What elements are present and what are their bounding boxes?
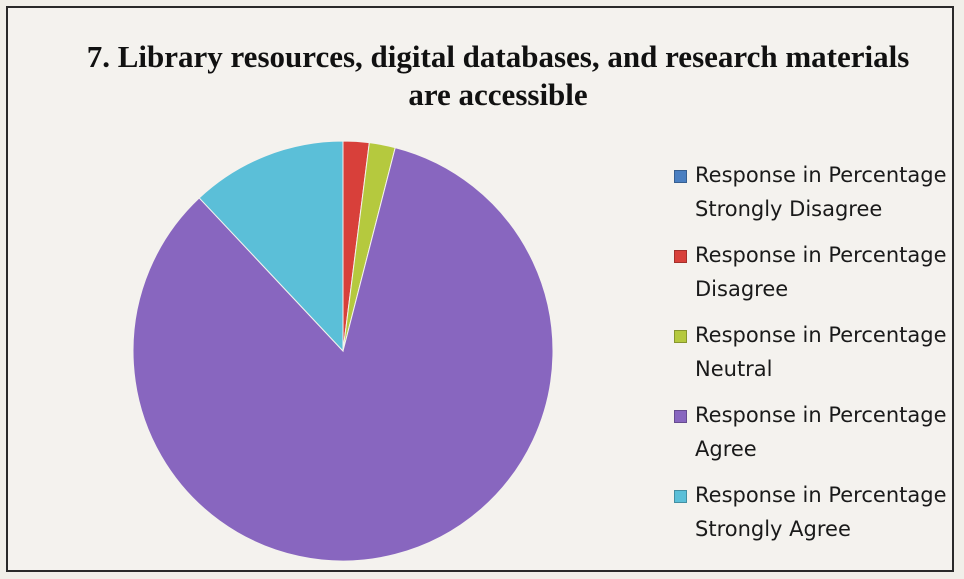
legend-item-1: Response in Percentage Disagree bbox=[674, 238, 964, 318]
legend-item-4: Response in Percentage Strongly Agree bbox=[674, 478, 964, 558]
pie-chart bbox=[128, 138, 558, 568]
legend-swatch bbox=[674, 330, 687, 343]
legend-label: Response in Percentage Agree bbox=[695, 398, 964, 466]
legend-label: Response in Percentage Strongly Disagree bbox=[695, 158, 964, 226]
legend-label: Response in Percentage Disagree bbox=[695, 238, 964, 306]
chart-title: 7. Library resources, digital databases,… bbox=[68, 38, 928, 114]
legend: Response in Percentage Strongly Disagree… bbox=[674, 158, 964, 558]
legend-swatch bbox=[674, 250, 687, 263]
legend-item-0: Response in Percentage Strongly Disagree bbox=[674, 158, 964, 238]
legend-label: Response in Percentage Neutral bbox=[695, 318, 964, 386]
chart-area: 7. Library resources, digital databases,… bbox=[6, 6, 954, 572]
legend-swatch bbox=[674, 410, 687, 423]
legend-label: Response in Percentage Strongly Agree bbox=[695, 478, 964, 546]
legend-swatch bbox=[674, 170, 687, 183]
legend-item-3: Response in Percentage Agree bbox=[674, 398, 964, 478]
legend-item-2: Response in Percentage Neutral bbox=[674, 318, 964, 398]
legend-swatch bbox=[674, 490, 687, 503]
